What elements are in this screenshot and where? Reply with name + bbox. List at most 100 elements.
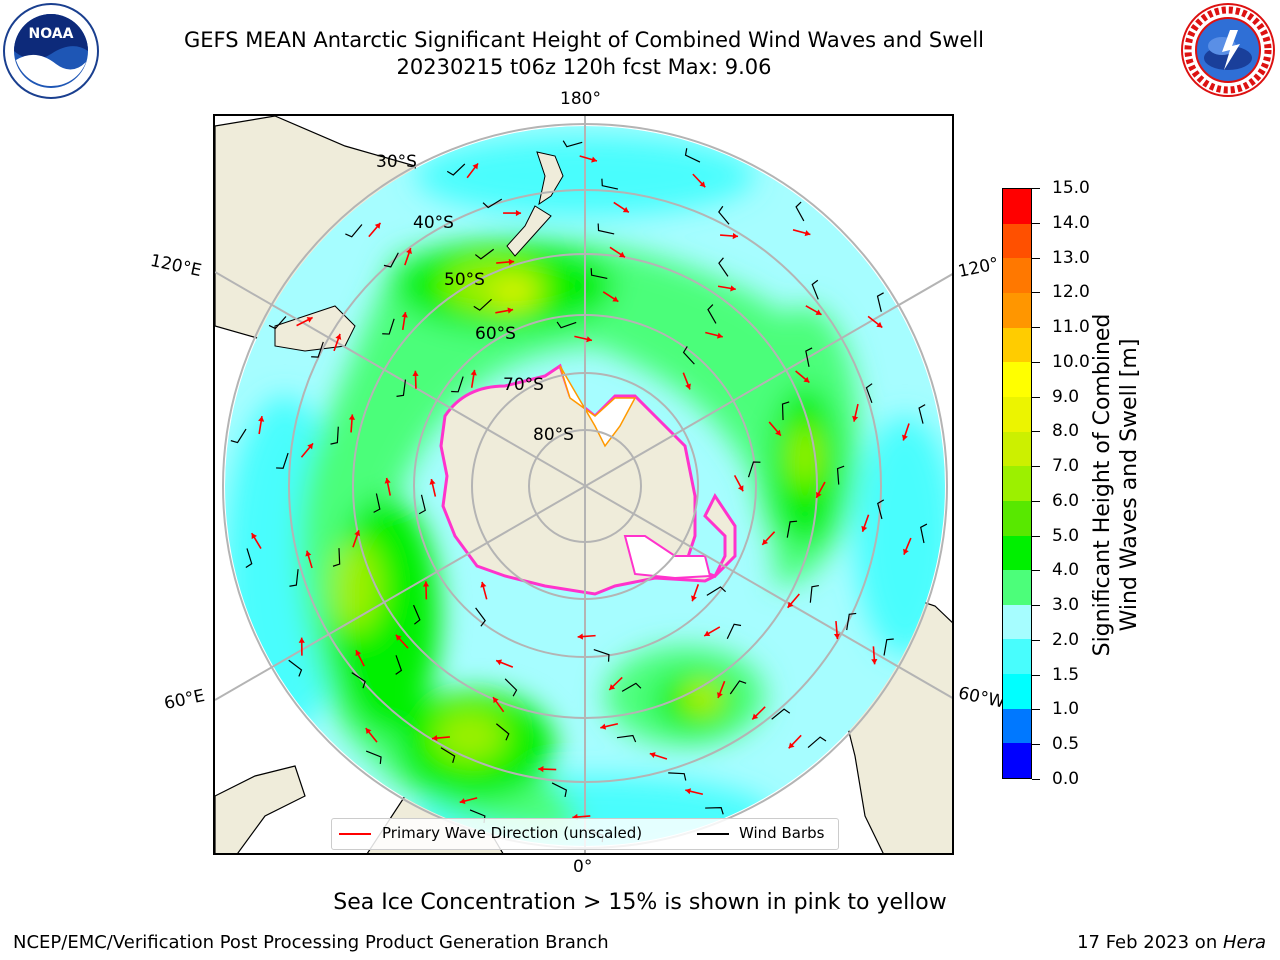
colorbar-tick-label: 8.0 — [1052, 421, 1080, 442]
wave-arrow-head — [374, 222, 381, 229]
lon-label-120w: 120° — [956, 253, 1001, 283]
wind-barb — [771, 708, 791, 720]
colorbar-tick-label: 10.0 — [1052, 351, 1090, 372]
wave-arrow-head — [762, 538, 769, 545]
wind-barb — [230, 428, 247, 444]
lon-label-120e: 120°E — [148, 250, 204, 282]
wave-arrow-head — [354, 530, 361, 537]
colorbar-tick-label: 1.0 — [1052, 699, 1080, 720]
colorbar-tick-label: 0.0 — [1052, 769, 1080, 789]
wave-legend-label: Primary Wave Direction (unscaled) — [382, 824, 643, 842]
wave-arrow-head — [305, 550, 312, 557]
colorbar-segment — [1003, 223, 1031, 259]
wave-arrow-head — [816, 491, 822, 498]
wave-arrow-head — [876, 321, 883, 328]
chart-subtitle: 20230215 t06z 120h fcst Max: 9.06 — [396, 55, 772, 79]
wave-arrow-head — [600, 723, 607, 730]
wind-barb — [836, 465, 845, 485]
colorbar-tick — [1032, 257, 1040, 259]
colorbar-segment — [1003, 431, 1031, 467]
wind-barb — [473, 298, 492, 311]
wind-barb — [451, 376, 464, 393]
colorbar-segment — [1003, 500, 1031, 536]
wind-barb — [729, 680, 747, 695]
lon-label-60w: 60°W — [956, 683, 1007, 713]
wind-barb — [865, 383, 873, 403]
colorbar-tick-label: 1.5 — [1052, 664, 1080, 685]
wind-barb — [918, 404, 926, 424]
colorbar-tick — [1032, 535, 1040, 537]
colorbar-tick — [1032, 570, 1040, 572]
wave-arrow-head — [459, 798, 466, 805]
wind-barb — [551, 782, 568, 798]
wave-arrow-head — [298, 637, 305, 643]
wave-arrow-head — [861, 525, 868, 532]
map-legend: Primary Wave Direction (unscaled) Wind B… — [331, 818, 839, 850]
colorbar-tick — [1032, 431, 1040, 433]
wave-arrow-head — [622, 206, 629, 213]
wave-arrow-head — [815, 309, 822, 315]
colorbar-tick-label: 14.0 — [1052, 212, 1090, 233]
wind-barb — [562, 140, 583, 148]
wind-legend-line — [697, 833, 729, 835]
colorbar-tick — [1032, 744, 1040, 746]
wind-barb — [597, 223, 615, 235]
wind-barb — [684, 148, 701, 163]
colorbar-tick-label: 13.0 — [1052, 247, 1090, 268]
wind-barb — [590, 268, 608, 280]
colorbar-title-line1: Significant Height of Combined — [1090, 313, 1115, 657]
wind-barb — [475, 607, 486, 627]
wave-arrow-head — [472, 163, 479, 170]
wind-barb — [795, 201, 805, 222]
lon-label-180: 180° — [560, 89, 601, 109]
wind-barb — [846, 612, 857, 631]
colorbar-segment — [1003, 293, 1031, 328]
colorbar-tick-label: 15.0 — [1052, 178, 1090, 198]
wave-arrow-head — [803, 376, 810, 383]
colorbar-segment — [1003, 258, 1031, 294]
colorbar-tick — [1032, 361, 1040, 363]
wave-arrow-head — [251, 533, 257, 540]
wind-barb — [707, 304, 717, 324]
wind-barb — [268, 316, 287, 330]
wave-arrow-head — [406, 248, 412, 255]
chart-title: GEFS MEAN Antarctic Significant Height o… — [183, 28, 985, 52]
wind-barb — [593, 648, 610, 662]
wave-arrow-head — [591, 156, 597, 163]
colorbar-tick-label: 9.0 — [1052, 386, 1080, 407]
wave-arrow-head — [493, 697, 499, 704]
wave-arrow-head — [348, 414, 356, 420]
new-zealand-land — [506, 151, 564, 257]
wind-barb — [330, 426, 339, 445]
wind-barb — [345, 224, 363, 238]
colorbar-tick-label: 11.0 — [1052, 317, 1090, 338]
wind-barb — [811, 279, 819, 300]
wave-arrow-head — [307, 443, 313, 450]
wave-arrow-head — [732, 232, 739, 240]
wind-barb — [876, 292, 884, 312]
colorbar-segment — [1003, 674, 1031, 709]
polar-map — [215, 116, 952, 853]
wind-barb — [805, 347, 813, 367]
colorbar-tick — [1032, 396, 1040, 398]
footer-date-text: 17 Feb 2023 on — [1077, 932, 1223, 953]
antarctica-land — [439, 363, 737, 596]
colorbar-tick — [1032, 779, 1040, 780]
wave-arrow-head — [618, 251, 625, 258]
wave-arrow-head — [577, 633, 584, 640]
footer-date: 17 Feb 2023 on Hera — [1077, 932, 1266, 953]
wind-barb — [365, 750, 382, 765]
colorbar-tick — [1032, 674, 1040, 676]
wind-barb — [495, 723, 510, 741]
wave-arrow-head — [685, 788, 692, 795]
wave-arrow-head — [704, 630, 711, 637]
wave-arrow-head — [691, 595, 697, 602]
wind-barb — [504, 678, 518, 697]
wind-barb — [373, 493, 381, 513]
wave-arrow-head — [496, 659, 503, 666]
wind-barb — [616, 734, 637, 743]
lat-label: 70°S — [503, 375, 544, 395]
wave-arrow-head — [365, 728, 372, 735]
wave-arrow-head — [717, 332, 723, 339]
wave-arrow-head — [788, 742, 795, 749]
